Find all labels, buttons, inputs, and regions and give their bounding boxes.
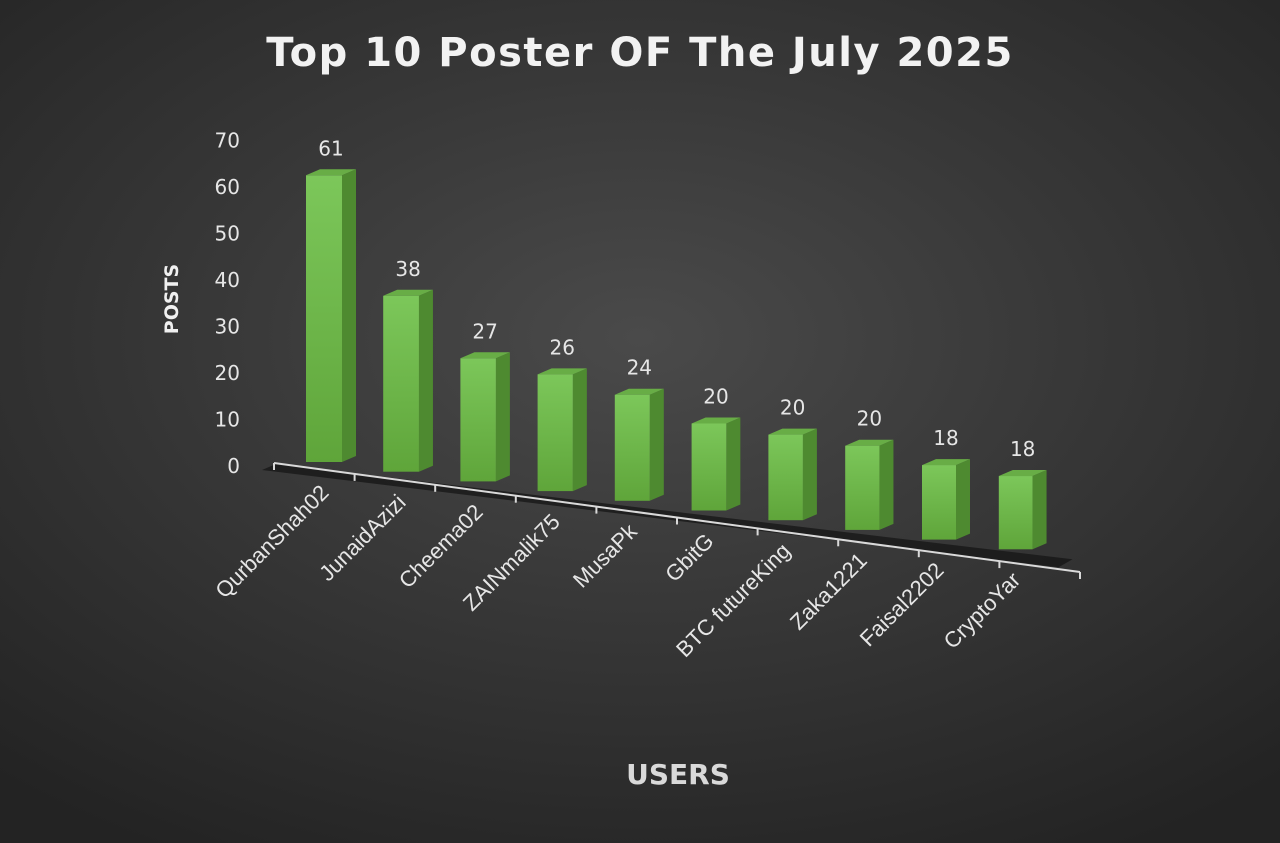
- y-tick-label: 30: [215, 315, 240, 339]
- category-label: QurbanShah02: [210, 480, 333, 603]
- chart-title: Top 10 Poster OF The July 2025: [266, 30, 1014, 76]
- bar-side: [649, 388, 664, 501]
- data-label: 27: [472, 319, 497, 343]
- bar: [614, 388, 664, 501]
- bar: [383, 289, 433, 472]
- y-tick-label: 60: [215, 175, 240, 199]
- bar-top: [845, 439, 894, 446]
- x-axis-title: USERS: [626, 758, 730, 791]
- data-label: 38: [395, 257, 420, 281]
- category-label: Faisal2202: [855, 557, 949, 651]
- bar-top: [998, 470, 1047, 477]
- data-label: 18: [933, 426, 958, 450]
- bar: [845, 439, 894, 530]
- category-label: GbitG: [660, 528, 718, 586]
- bar-side: [1032, 470, 1047, 550]
- bars: [306, 169, 1047, 550]
- bar-side: [802, 428, 817, 521]
- bar-top: [460, 352, 510, 359]
- bar-side: [879, 439, 894, 530]
- y-tick-label: 50: [215, 222, 240, 246]
- bar-front: [691, 423, 727, 511]
- bar: [768, 428, 817, 521]
- y-tick-label: 10: [215, 408, 240, 432]
- y-tick-label: 20: [215, 361, 240, 385]
- bar: [691, 417, 741, 511]
- bar-front: [460, 358, 496, 482]
- bar-front: [768, 434, 803, 521]
- category-label: Zaka1221: [785, 548, 872, 635]
- bar: [998, 470, 1047, 550]
- data-label: 61: [318, 136, 343, 160]
- bar: [306, 169, 356, 463]
- data-label: 26: [549, 335, 574, 359]
- bar: [537, 368, 587, 492]
- bar: [460, 352, 510, 482]
- y-tick-label: 0: [227, 454, 240, 478]
- data-label: 20: [780, 396, 805, 420]
- bar-top: [691, 417, 741, 424]
- category-label: JunaidAzizi: [314, 490, 410, 586]
- bar-top: [306, 169, 356, 176]
- category-label: CryptoYar: [939, 567, 1026, 654]
- data-label: 20: [703, 385, 728, 409]
- data-label: 20: [857, 407, 882, 431]
- bar-top: [614, 388, 664, 395]
- bar-side: [342, 169, 356, 463]
- y-tick-label: 40: [215, 268, 240, 292]
- data-label: 18: [1010, 437, 1035, 461]
- bar-front: [537, 374, 573, 492]
- bar-front: [922, 465, 956, 540]
- bar-side: [495, 352, 510, 482]
- bar-side: [726, 417, 741, 511]
- bar-side: [418, 289, 433, 472]
- bar-front: [306, 175, 342, 463]
- bar-side: [572, 368, 587, 492]
- bar-top: [768, 428, 817, 435]
- bar-front: [845, 445, 880, 530]
- category-label: Cheema02: [394, 499, 488, 593]
- bar-top: [922, 459, 970, 466]
- bar-top: [537, 368, 587, 375]
- data-label: 24: [627, 356, 652, 380]
- bar-top: [383, 289, 433, 296]
- bar-front: [998, 476, 1033, 550]
- bar-front: [383, 295, 419, 472]
- category-label: MusaPk: [568, 518, 643, 593]
- axes: 0 10 20 30 40 50 60 70: [215, 129, 1081, 579]
- bar-side: [956, 459, 970, 540]
- y-tick-label: 70: [215, 129, 240, 153]
- bar-front: [614, 394, 650, 501]
- bar: [922, 459, 970, 540]
